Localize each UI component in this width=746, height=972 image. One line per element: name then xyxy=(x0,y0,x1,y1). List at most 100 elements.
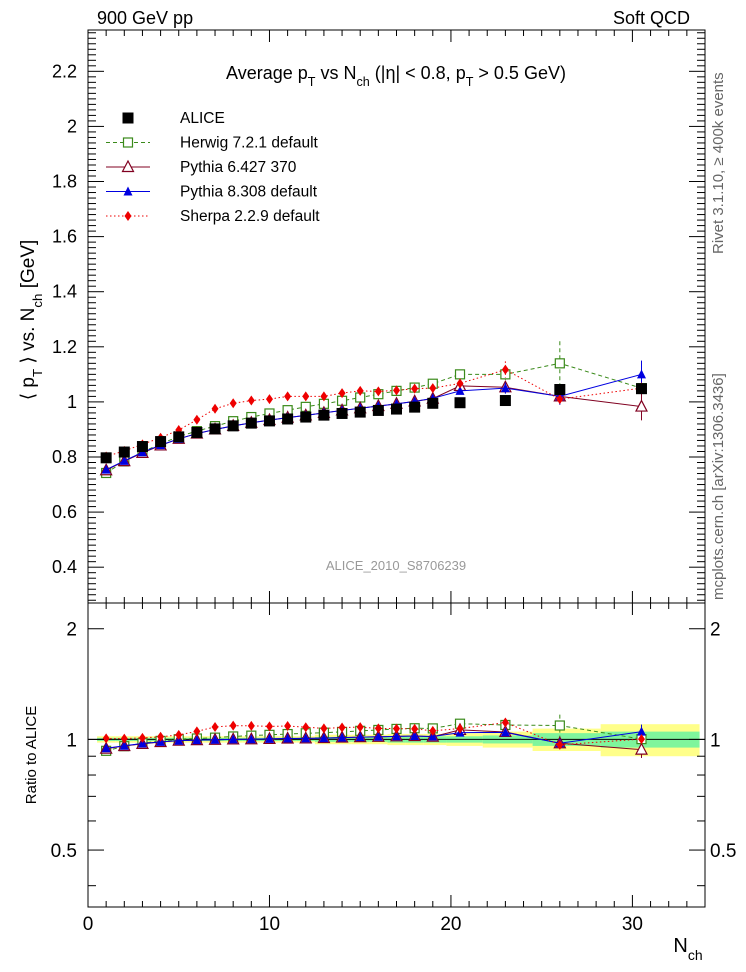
header-left: 900 GeV pp xyxy=(97,8,194,28)
ratio-point-pythia-8-308-default xyxy=(392,731,401,741)
point-sherpa-2-2-9-default xyxy=(211,403,219,414)
y-tick-label: 1.6 xyxy=(52,227,77,247)
ratio-point-pythia-8-308-default xyxy=(283,733,293,743)
ratio-point-pythia-8-308-default xyxy=(500,727,510,737)
legend-marker xyxy=(121,159,135,173)
ratio-point-sherpa-2-2-9-default xyxy=(193,726,201,737)
ratio-point-sherpa-2-2-9-default xyxy=(102,733,110,744)
legend-label: Pythia 6.427 370 xyxy=(180,159,297,176)
point-alice xyxy=(263,415,275,427)
x-tick-label: 30 xyxy=(622,914,643,935)
y-tick-label: 1.4 xyxy=(52,282,77,302)
point-alice xyxy=(282,413,294,425)
ratio-point-sherpa-2-2-9-default xyxy=(175,729,183,740)
point-alice xyxy=(191,426,203,438)
point-alice xyxy=(336,407,348,419)
ratio-point-pythia-8-308-default xyxy=(264,733,274,743)
ratio-point-sherpa-2-2-9-default xyxy=(320,723,328,734)
ratio-point-sherpa-2-2-9-default xyxy=(265,721,273,732)
point-sherpa-2-2-9-default xyxy=(193,414,201,425)
y-tick-label: 1 xyxy=(67,392,77,412)
point-alice xyxy=(454,397,466,409)
point-alice xyxy=(635,383,647,395)
ratio-tick-label: 0.5 xyxy=(51,841,77,862)
mcplots-label: mcplots.cern.ch [arXiv:1306.3436] xyxy=(710,373,727,600)
legend-label: ALICE xyxy=(180,110,225,127)
ratio-point-pythia-6-427-370 xyxy=(634,742,648,755)
point-herwig-7-2-1-default xyxy=(554,358,565,369)
ratio-point-sherpa-2-2-9-default xyxy=(456,723,464,734)
legend-label: Sherpa 2.2.9 default xyxy=(180,208,320,225)
point-alice xyxy=(245,417,257,429)
line-sherpa-2-2-9-default xyxy=(106,369,642,457)
legend-marker xyxy=(123,186,133,196)
ratio-point-sherpa-2-2-9-default xyxy=(338,722,346,733)
ratio-tick-label-right: 1 xyxy=(710,730,721,751)
ratio-point-sherpa-2-2-9-default xyxy=(393,723,400,734)
header-right: Soft QCD xyxy=(612,8,690,28)
ratio-point-sherpa-2-2-9-default xyxy=(120,733,128,744)
y-tick-label: 0.8 xyxy=(52,447,77,467)
point-alice xyxy=(100,452,112,464)
point-sherpa-2-2-9-default xyxy=(456,378,464,389)
ratio-tick-label-right: 2 xyxy=(710,620,721,641)
point-alice xyxy=(499,395,511,407)
ratio-point-pythia-8-308-default xyxy=(410,731,420,741)
x-axis-label: Nch xyxy=(673,935,702,963)
ratio-point-sherpa-2-2-9-default xyxy=(229,720,237,731)
line-herwig-7-2-1-default xyxy=(105,362,642,474)
legend-marker xyxy=(122,137,134,148)
point-sherpa-2-2-9-default xyxy=(374,386,382,397)
ratio-point-sherpa-2-2-9-default xyxy=(637,734,645,745)
point-pythia-8-308-default xyxy=(500,383,510,393)
legend-label: Herwig 7.2.1 default xyxy=(180,135,319,152)
legend: ALICE Herwig 7.2.1 default Pythia 6.427 37… xyxy=(106,110,320,225)
analysis-label: ALICE_2010_S8706239 xyxy=(326,558,466,573)
ratio-point-sherpa-2-2-9-default xyxy=(284,721,292,732)
point-alice xyxy=(173,431,185,443)
x-tick-label: 20 xyxy=(440,914,461,935)
point-alice xyxy=(136,441,148,453)
ratio-line-herwig-7-2-1-default xyxy=(106,723,642,752)
ratio-tick-label: 2 xyxy=(66,620,77,641)
ratio-point-sherpa-2-2-9-default xyxy=(374,723,382,734)
ratio-point-pythia-8-308-default xyxy=(373,731,383,741)
y-tick-label: 0.4 xyxy=(52,557,77,577)
ratio-point-pythia-8-308-default xyxy=(137,738,147,748)
ratio-point-sherpa-2-2-9-default xyxy=(429,725,437,736)
point-alice xyxy=(354,406,366,418)
point-pythia-6-427-370 xyxy=(634,399,648,412)
ratio-tick-label: 1 xyxy=(66,730,77,751)
point-alice xyxy=(118,446,130,458)
point-sherpa-2-2-9-default xyxy=(229,398,237,409)
y-tick-label: 2 xyxy=(67,116,77,136)
ratio-point-pythia-8-308-default xyxy=(319,733,329,743)
y-tick-label: 2.2 xyxy=(52,61,77,81)
legend-label: Pythia 8.308 default xyxy=(180,184,318,201)
y-axis-label: ⟨ pT ⟩ vs. Nch [GeV] xyxy=(18,240,45,401)
y-tick-label: 1.8 xyxy=(52,172,77,192)
point-sherpa-2-2-9-default xyxy=(265,394,273,405)
point-sherpa-2-2-9-default xyxy=(338,388,346,399)
ratio-point-pythia-8-308-default xyxy=(119,740,129,750)
point-sherpa-2-2-9-default xyxy=(501,364,509,375)
ratio-tick-label-right: 0.5 xyxy=(710,841,736,862)
point-sherpa-2-2-9-default xyxy=(429,383,437,394)
ratio-point-sherpa-2-2-9-default xyxy=(247,720,255,731)
ratio-point-pythia-8-308-default xyxy=(337,732,347,742)
ratio-point-sherpa-2-2-9-default xyxy=(556,739,564,750)
point-alice xyxy=(209,423,221,435)
ratio-point-sherpa-2-2-9-default xyxy=(302,722,310,733)
point-pythia-8-308-default xyxy=(119,455,129,465)
ratio-point-sherpa-2-2-9-default xyxy=(211,721,219,732)
point-alice xyxy=(554,384,566,396)
ratio-point-pythia-8-308-default xyxy=(636,726,646,736)
ratio-point-pythia-8-308-default xyxy=(246,734,256,744)
point-sherpa-2-2-9-default xyxy=(411,383,419,394)
point-alice xyxy=(155,436,167,448)
ratio-point-pythia-8-308-default xyxy=(301,733,311,743)
chart-title: Average pT vs Nch (|η| < 0.8, pT > 0.5 G… xyxy=(226,63,566,89)
ratio-point-pythia-8-308-default xyxy=(101,743,111,753)
ratio-point-sherpa-2-2-9-default xyxy=(138,732,146,743)
point-sherpa-2-2-9-default xyxy=(320,391,328,402)
